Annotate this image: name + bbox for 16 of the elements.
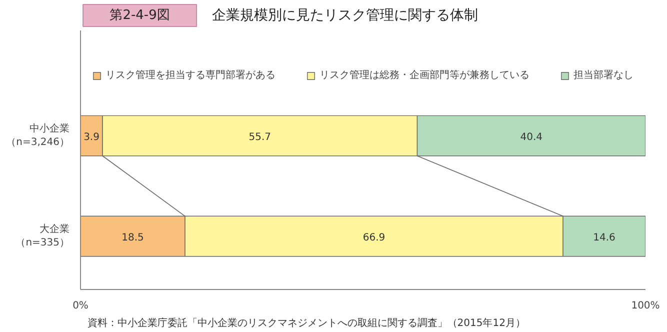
text: 資料：中小企業庁委託「中小企業のリスクマネジメントへの取組に関する調査」（2015年12月） — [87, 317, 526, 329]
legend-label: 担当部署なし — [574, 68, 634, 82]
legend-label: リスク管理を担当する専門部署がある — [106, 68, 276, 82]
data-label: 14.6 — [593, 232, 616, 244]
data-label: 40.4 — [520, 132, 543, 143]
data-label: 66.9 — [362, 232, 386, 244]
y-tick-label: 大企業（n=335） — [16, 223, 70, 248]
data-label: 18.5 — [122, 232, 144, 244]
data-label: 55.7 — [248, 132, 272, 143]
legend-label: リスク管理は総務・企画部門等が兼務している — [320, 68, 530, 82]
y-tick-label: 中小企業（n=3,246） — [6, 122, 70, 148]
chart-title: 企業規模別に見たリスク管理に関する体制 — [212, 8, 478, 24]
x-tick-label: 100% — [631, 300, 660, 312]
text: 第2-4-9図 — [110, 8, 170, 23]
data-label: 3.9 — [84, 132, 100, 143]
x-tick-label: 0% — [72, 300, 88, 312]
